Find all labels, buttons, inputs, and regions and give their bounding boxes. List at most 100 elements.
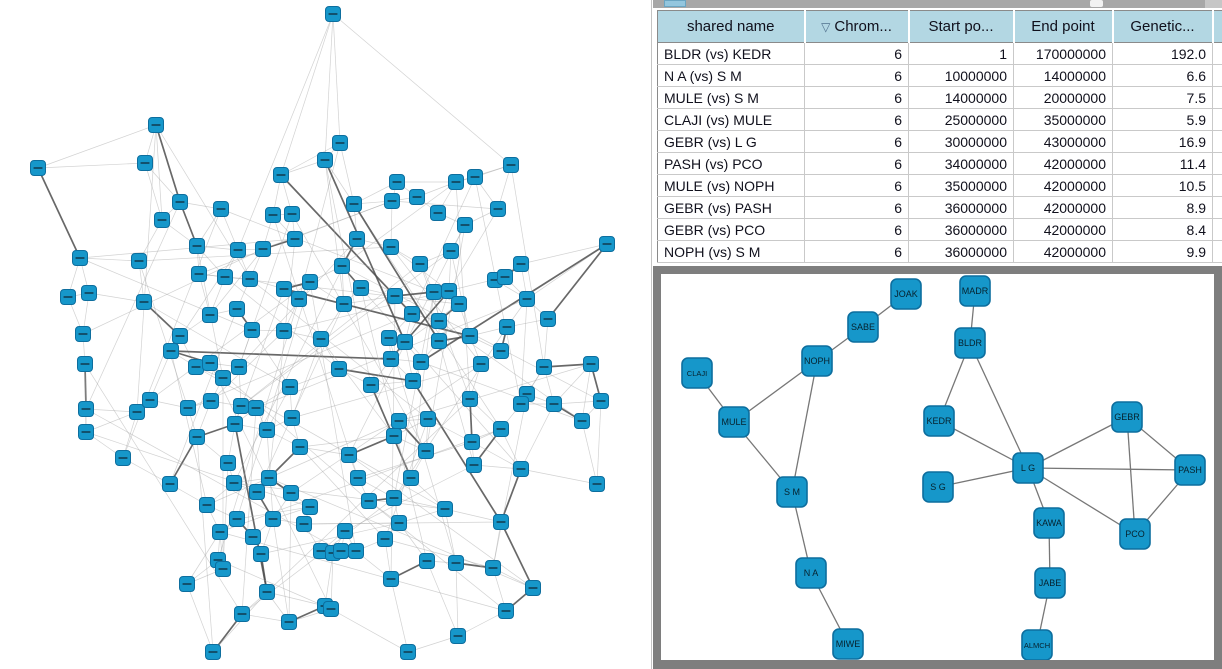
table-row[interactable]: BLDR (vs) KEDR 6 1 170000000 192.0 xyxy=(657,42,1222,65)
table-row[interactable]: NOPH (vs) S M 6 36000000 42000000 9.9 xyxy=(657,240,1222,263)
cell-value[interactable]: 14000000 xyxy=(908,86,1014,109)
network-node[interactable] xyxy=(363,377,379,393)
network-node[interactable] xyxy=(172,328,188,344)
network-node-LG[interactable]: L G xyxy=(1012,452,1044,484)
network-node[interactable] xyxy=(333,543,349,559)
network-node[interactable] xyxy=(72,250,88,266)
network-node[interactable] xyxy=(493,421,509,437)
network-node[interactable] xyxy=(215,561,231,577)
network-node[interactable] xyxy=(115,450,131,466)
network-node[interactable] xyxy=(202,307,218,323)
network-edge-LG-PASH[interactable] xyxy=(1027,467,1191,471)
network-node-MADR[interactable]: MADR xyxy=(959,275,991,307)
network-node[interactable] xyxy=(391,413,407,429)
network-node[interactable] xyxy=(391,515,407,531)
network-node[interactable] xyxy=(448,555,464,571)
network-node[interactable] xyxy=(265,511,281,527)
network-node-MIWE[interactable]: MIWE xyxy=(832,628,864,660)
network-node[interactable] xyxy=(519,291,535,307)
filter-funnel-icon[interactable]: ▽ xyxy=(821,20,831,34)
network-node[interactable] xyxy=(462,328,478,344)
network-node[interactable] xyxy=(348,543,364,559)
network-node[interactable] xyxy=(292,439,308,455)
network-node[interactable] xyxy=(386,490,402,506)
network-node[interactable] xyxy=(276,281,292,297)
column-header-Genetic...[interactable]: Genetic... xyxy=(1112,10,1214,43)
network-edge-GEBR-PCO[interactable] xyxy=(1126,416,1136,535)
network-node[interactable] xyxy=(75,326,91,342)
network-node-PASH[interactable]: PASH xyxy=(1174,454,1206,486)
network-node[interactable] xyxy=(383,571,399,587)
network-node[interactable] xyxy=(431,313,447,329)
network-node[interactable] xyxy=(493,343,509,359)
cell-value[interactable]: 192.0 xyxy=(1112,42,1213,65)
network-node[interactable] xyxy=(284,410,300,426)
column-header-Chrom...[interactable]: ▽ Chrom... xyxy=(804,10,910,43)
network-node[interactable] xyxy=(215,370,231,386)
network-node[interactable] xyxy=(467,169,483,185)
network-node[interactable] xyxy=(448,174,464,190)
network-node-NA[interactable]: N A xyxy=(795,557,827,589)
network-node[interactable] xyxy=(255,241,271,257)
network-node[interactable] xyxy=(437,501,453,517)
network-node[interactable] xyxy=(583,356,599,372)
cell-value[interactable]: 6 xyxy=(804,240,909,263)
table-row[interactable]: MULE (vs) NOPH 6 35000000 42000000 10.5 xyxy=(657,174,1222,197)
network-node[interactable] xyxy=(441,283,457,299)
cell-value[interactable]: 6 xyxy=(804,108,909,131)
network-node[interactable] xyxy=(397,334,413,350)
scrollbar-thumb[interactable] xyxy=(1090,0,1103,7)
network-node-GEBR[interactable]: GEBR xyxy=(1111,401,1143,433)
network-node[interactable] xyxy=(403,470,419,486)
network-edge-LG-GEBR[interactable] xyxy=(1027,416,1128,469)
network-node[interactable] xyxy=(188,359,204,375)
cell-value[interactable]: 10.5 xyxy=(1112,174,1213,197)
cell-value[interactable]: 170000000 xyxy=(1013,42,1113,65)
network-node[interactable] xyxy=(490,201,506,217)
network-node[interactable] xyxy=(525,580,541,596)
cell-value[interactable]: 9.9 xyxy=(1112,240,1213,263)
network-node[interactable] xyxy=(341,447,357,463)
network-node[interactable] xyxy=(220,455,236,471)
cell-shared-name[interactable]: PASH (vs) PCO xyxy=(657,152,805,175)
cell-value[interactable]: 7.5 xyxy=(1112,86,1213,109)
network-node[interactable] xyxy=(331,361,347,377)
network-node[interactable] xyxy=(281,614,297,630)
network-node[interactable] xyxy=(136,294,152,310)
network-node[interactable] xyxy=(199,497,215,513)
network-node[interactable] xyxy=(273,167,289,183)
column-header-Start po...[interactable]: Start po... xyxy=(908,10,1015,43)
network-node[interactable] xyxy=(205,644,221,660)
network-node[interactable] xyxy=(462,391,478,407)
network-node[interactable] xyxy=(242,271,258,287)
network-node[interactable] xyxy=(336,296,352,312)
column-header-blank[interactable] xyxy=(1212,10,1222,43)
network-node[interactable] xyxy=(599,236,615,252)
network-node[interactable] xyxy=(546,396,562,412)
network-node[interactable] xyxy=(261,470,277,486)
network-node[interactable] xyxy=(431,333,447,349)
cell-shared-name[interactable]: BLDR (vs) KEDR xyxy=(657,42,805,65)
network-node[interactable] xyxy=(162,476,178,492)
cell-value[interactable]: 6.6 xyxy=(1112,64,1213,87)
network-node[interactable] xyxy=(325,6,341,22)
network-node[interactable] xyxy=(513,461,529,477)
main-network-view[interactable] xyxy=(0,0,652,669)
cell-value[interactable]: 16.9 xyxy=(1112,130,1213,153)
network-node-NOPH[interactable]: NOPH xyxy=(801,345,833,377)
network-node[interactable] xyxy=(78,424,94,440)
network-node[interactable] xyxy=(283,485,299,501)
network-node[interactable] xyxy=(466,457,482,473)
network-node[interactable] xyxy=(202,355,218,371)
network-node[interactable] xyxy=(30,160,46,176)
network-node[interactable] xyxy=(291,291,307,307)
network-node[interactable] xyxy=(180,400,196,416)
network-node[interactable] xyxy=(213,201,229,217)
network-node[interactable] xyxy=(540,311,556,327)
cell-value[interactable]: 42000000 xyxy=(1013,174,1113,197)
network-node[interactable] xyxy=(381,330,397,346)
cell-value[interactable]: 25000000 xyxy=(908,108,1014,131)
network-node[interactable] xyxy=(227,416,243,432)
network-node[interactable] xyxy=(137,155,153,171)
network-node[interactable] xyxy=(226,475,242,491)
